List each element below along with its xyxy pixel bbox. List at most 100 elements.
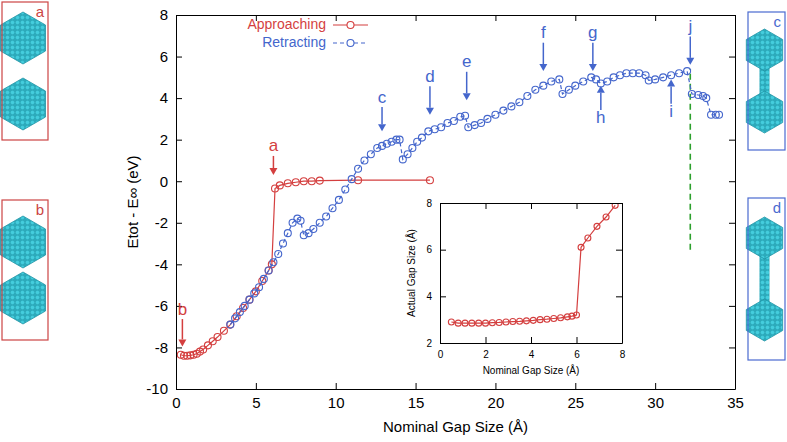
data-point xyxy=(426,177,433,184)
tick: -4 xyxy=(155,256,182,273)
tick-mark xyxy=(729,347,735,348)
data-point xyxy=(355,165,362,172)
data-point xyxy=(548,78,555,85)
data-point xyxy=(404,151,411,158)
data-point xyxy=(323,213,330,220)
data-point xyxy=(500,107,507,114)
tick xyxy=(577,203,578,209)
axis-line xyxy=(622,204,623,344)
data-point xyxy=(668,72,675,79)
annotation-label: f xyxy=(541,23,546,42)
tick xyxy=(486,203,487,209)
particle xyxy=(746,299,782,341)
data-point xyxy=(578,244,584,250)
annotation-arrow xyxy=(670,86,672,103)
tick: 8 xyxy=(160,6,182,23)
annotation-arrowhead xyxy=(539,64,547,71)
annotation-arrowhead xyxy=(426,108,434,115)
annotation-arrow xyxy=(600,93,602,110)
annotation-label: g xyxy=(588,23,597,42)
data-point xyxy=(496,319,502,325)
panel-frame xyxy=(2,2,48,140)
tick-mark xyxy=(575,383,576,389)
side-panel: a xyxy=(0,2,48,140)
annotation-arrowhead xyxy=(378,124,386,131)
axis-bottom: 02468 xyxy=(438,337,626,360)
x-axis-title: Nominal Gap Size (Å) xyxy=(383,418,528,435)
tick-label: 4 xyxy=(529,349,535,360)
tick-mark xyxy=(486,203,487,209)
tick-mark xyxy=(729,389,735,390)
tick-mark xyxy=(336,15,337,21)
data-point xyxy=(227,321,234,328)
data-point xyxy=(558,315,564,321)
tick-mark xyxy=(176,181,182,182)
tick-label: 8 xyxy=(620,349,626,360)
annotation-arrow xyxy=(182,319,184,339)
data-point xyxy=(300,178,307,185)
tick-mark xyxy=(729,306,735,307)
tick-label: 2 xyxy=(483,349,489,360)
tick-mark xyxy=(616,296,622,297)
tick-mark xyxy=(531,203,532,209)
axis-left: -10-8-6-4-202468 xyxy=(146,6,182,397)
data-point xyxy=(551,316,557,322)
side-panel: d xyxy=(746,198,785,360)
series-line xyxy=(451,205,615,323)
data-point xyxy=(462,320,468,326)
tick: 2 xyxy=(426,338,446,349)
tick-label: 6 xyxy=(160,48,168,65)
tick xyxy=(616,343,622,344)
data-point xyxy=(260,275,267,282)
side-panel: b xyxy=(0,200,48,340)
tick: 6 xyxy=(574,337,580,360)
data-point xyxy=(492,111,499,118)
tick-label: -8 xyxy=(155,339,168,356)
data-point xyxy=(703,95,710,102)
tick-mark xyxy=(440,296,446,297)
data-point xyxy=(396,136,403,143)
tick: 20 xyxy=(488,383,505,411)
tick-mark xyxy=(577,203,578,209)
tick xyxy=(616,203,622,204)
tick xyxy=(655,15,656,21)
tick: 4 xyxy=(529,337,535,360)
tick-mark xyxy=(495,383,496,389)
data-point xyxy=(565,86,572,93)
data-point xyxy=(276,182,283,189)
tick: -2 xyxy=(155,214,182,231)
data-point xyxy=(645,77,652,84)
data-point xyxy=(716,111,723,118)
tick-mark xyxy=(531,337,532,343)
data-point xyxy=(476,320,482,326)
data-point xyxy=(284,230,291,237)
data-point xyxy=(585,235,591,241)
tick-label: 2 xyxy=(160,131,168,148)
data-point xyxy=(204,342,211,349)
data-point xyxy=(524,93,531,100)
annotation-arrow xyxy=(381,107,383,124)
tick-label: 6 xyxy=(574,349,580,360)
data-point xyxy=(642,72,649,79)
annotation-label: b xyxy=(178,300,187,319)
tick-mark xyxy=(616,343,622,344)
tick-mark xyxy=(176,264,182,265)
data-point xyxy=(544,316,550,322)
tick-mark xyxy=(729,264,735,265)
data-point xyxy=(508,103,515,110)
data-point xyxy=(227,321,234,328)
tick: -10 xyxy=(146,380,182,397)
tick-mark xyxy=(440,343,446,344)
tick-mark xyxy=(616,250,622,251)
data-point xyxy=(246,296,253,303)
data-point xyxy=(523,318,529,324)
data-point xyxy=(438,124,445,131)
particle xyxy=(0,216,45,268)
y-axis-title: Etot - E∞ (eV) xyxy=(124,155,141,248)
legend-swatch xyxy=(347,22,354,29)
tick-label: 4 xyxy=(426,291,432,302)
chart-svg: 05101520253035-10-8-6-4-202468Nominal Ga… xyxy=(0,0,787,442)
tick: 6 xyxy=(160,48,182,65)
annotation-arrowhead xyxy=(589,64,597,71)
plot-area xyxy=(177,68,722,360)
